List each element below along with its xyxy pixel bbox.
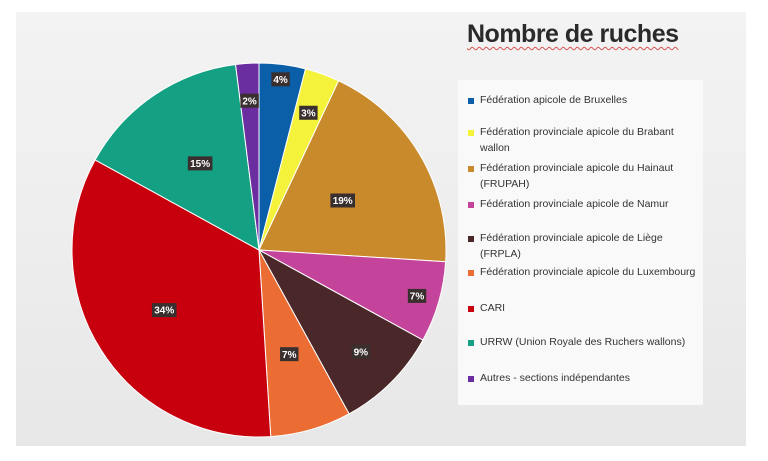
data-label: 7% (407, 288, 427, 303)
legend-item: Fédération provinciale apicole de Namur (468, 198, 700, 212)
svg-text:4%: 4% (273, 75, 288, 86)
legend-item: Fédération apicole de Bruxelles (468, 94, 700, 108)
legend: Fédération apicole de Bruxelles Fédératio… (458, 80, 703, 405)
pie-slice (257, 248, 424, 415)
legend-label: Fédération apicole de Bruxelles (480, 94, 628, 106)
svg-text:15%: 15% (190, 159, 210, 170)
legend-label: Fédération provinciale apicole du Hainau… (480, 162, 674, 190)
legend-item: Fédération provinciale apicole de Liège … (468, 232, 700, 262)
data-label: 4% (271, 72, 290, 87)
pie-slice (235, 62, 260, 251)
legend-item: Autres - sections indépendantes (468, 372, 700, 386)
legend-swatch (468, 270, 474, 276)
svg-text:34%: 34% (154, 306, 174, 317)
legend-swatch (468, 376, 474, 382)
legend-swatch (468, 98, 474, 104)
legend-swatch (468, 306, 474, 312)
data-label: 7% (280, 347, 299, 362)
legend-item: URRW (Union Royale des Ruchers wallons) (468, 336, 700, 350)
legend-label: Fédération provinciale apicole de Namur (480, 198, 669, 210)
legend-item: CARI (468, 302, 700, 316)
pie-slice (258, 80, 447, 263)
data-label: 34% (151, 303, 177, 318)
legend-swatch (468, 166, 474, 172)
svg-text:3%: 3% (301, 108, 316, 119)
data-label: 3% (299, 105, 318, 120)
legend-item: Fédération provinciale apicole du Hainau… (468, 162, 700, 192)
chart-title: Nombre de ruches (467, 20, 679, 48)
legend-swatch (468, 130, 474, 136)
legend-label: CARI (480, 302, 506, 314)
legend-item: Fédération provinciale apicole du Braban… (468, 126, 700, 156)
data-label: 2% (240, 93, 259, 108)
legend-label: Fédération provinciale apicole du Luxemb… (480, 266, 696, 278)
svg-text:2%: 2% (242, 96, 257, 107)
legend-swatch (468, 236, 474, 242)
legend-swatch (468, 202, 474, 208)
data-label: 15% (187, 156, 213, 171)
legend-label: Fédération provinciale apicole de Liège … (480, 232, 663, 260)
pie-slice (94, 63, 260, 251)
legend-label: Fédération provinciale apicole du Braban… (480, 126, 674, 154)
svg-text:19%: 19% (333, 196, 353, 207)
legend-swatch (468, 340, 474, 346)
data-label: 9% (351, 344, 371, 359)
legend-item: Fédération provinciale apicole du Luxemb… (468, 266, 700, 280)
svg-text:7%: 7% (410, 292, 425, 303)
svg-text:9%: 9% (354, 347, 369, 358)
legend-label: Autres - sections indépendantes (480, 372, 631, 384)
legend-label: URRW (Union Royale des Ruchers wallons) (480, 336, 686, 348)
data-label: 19% (330, 193, 355, 208)
svg-text:7%: 7% (282, 350, 297, 361)
